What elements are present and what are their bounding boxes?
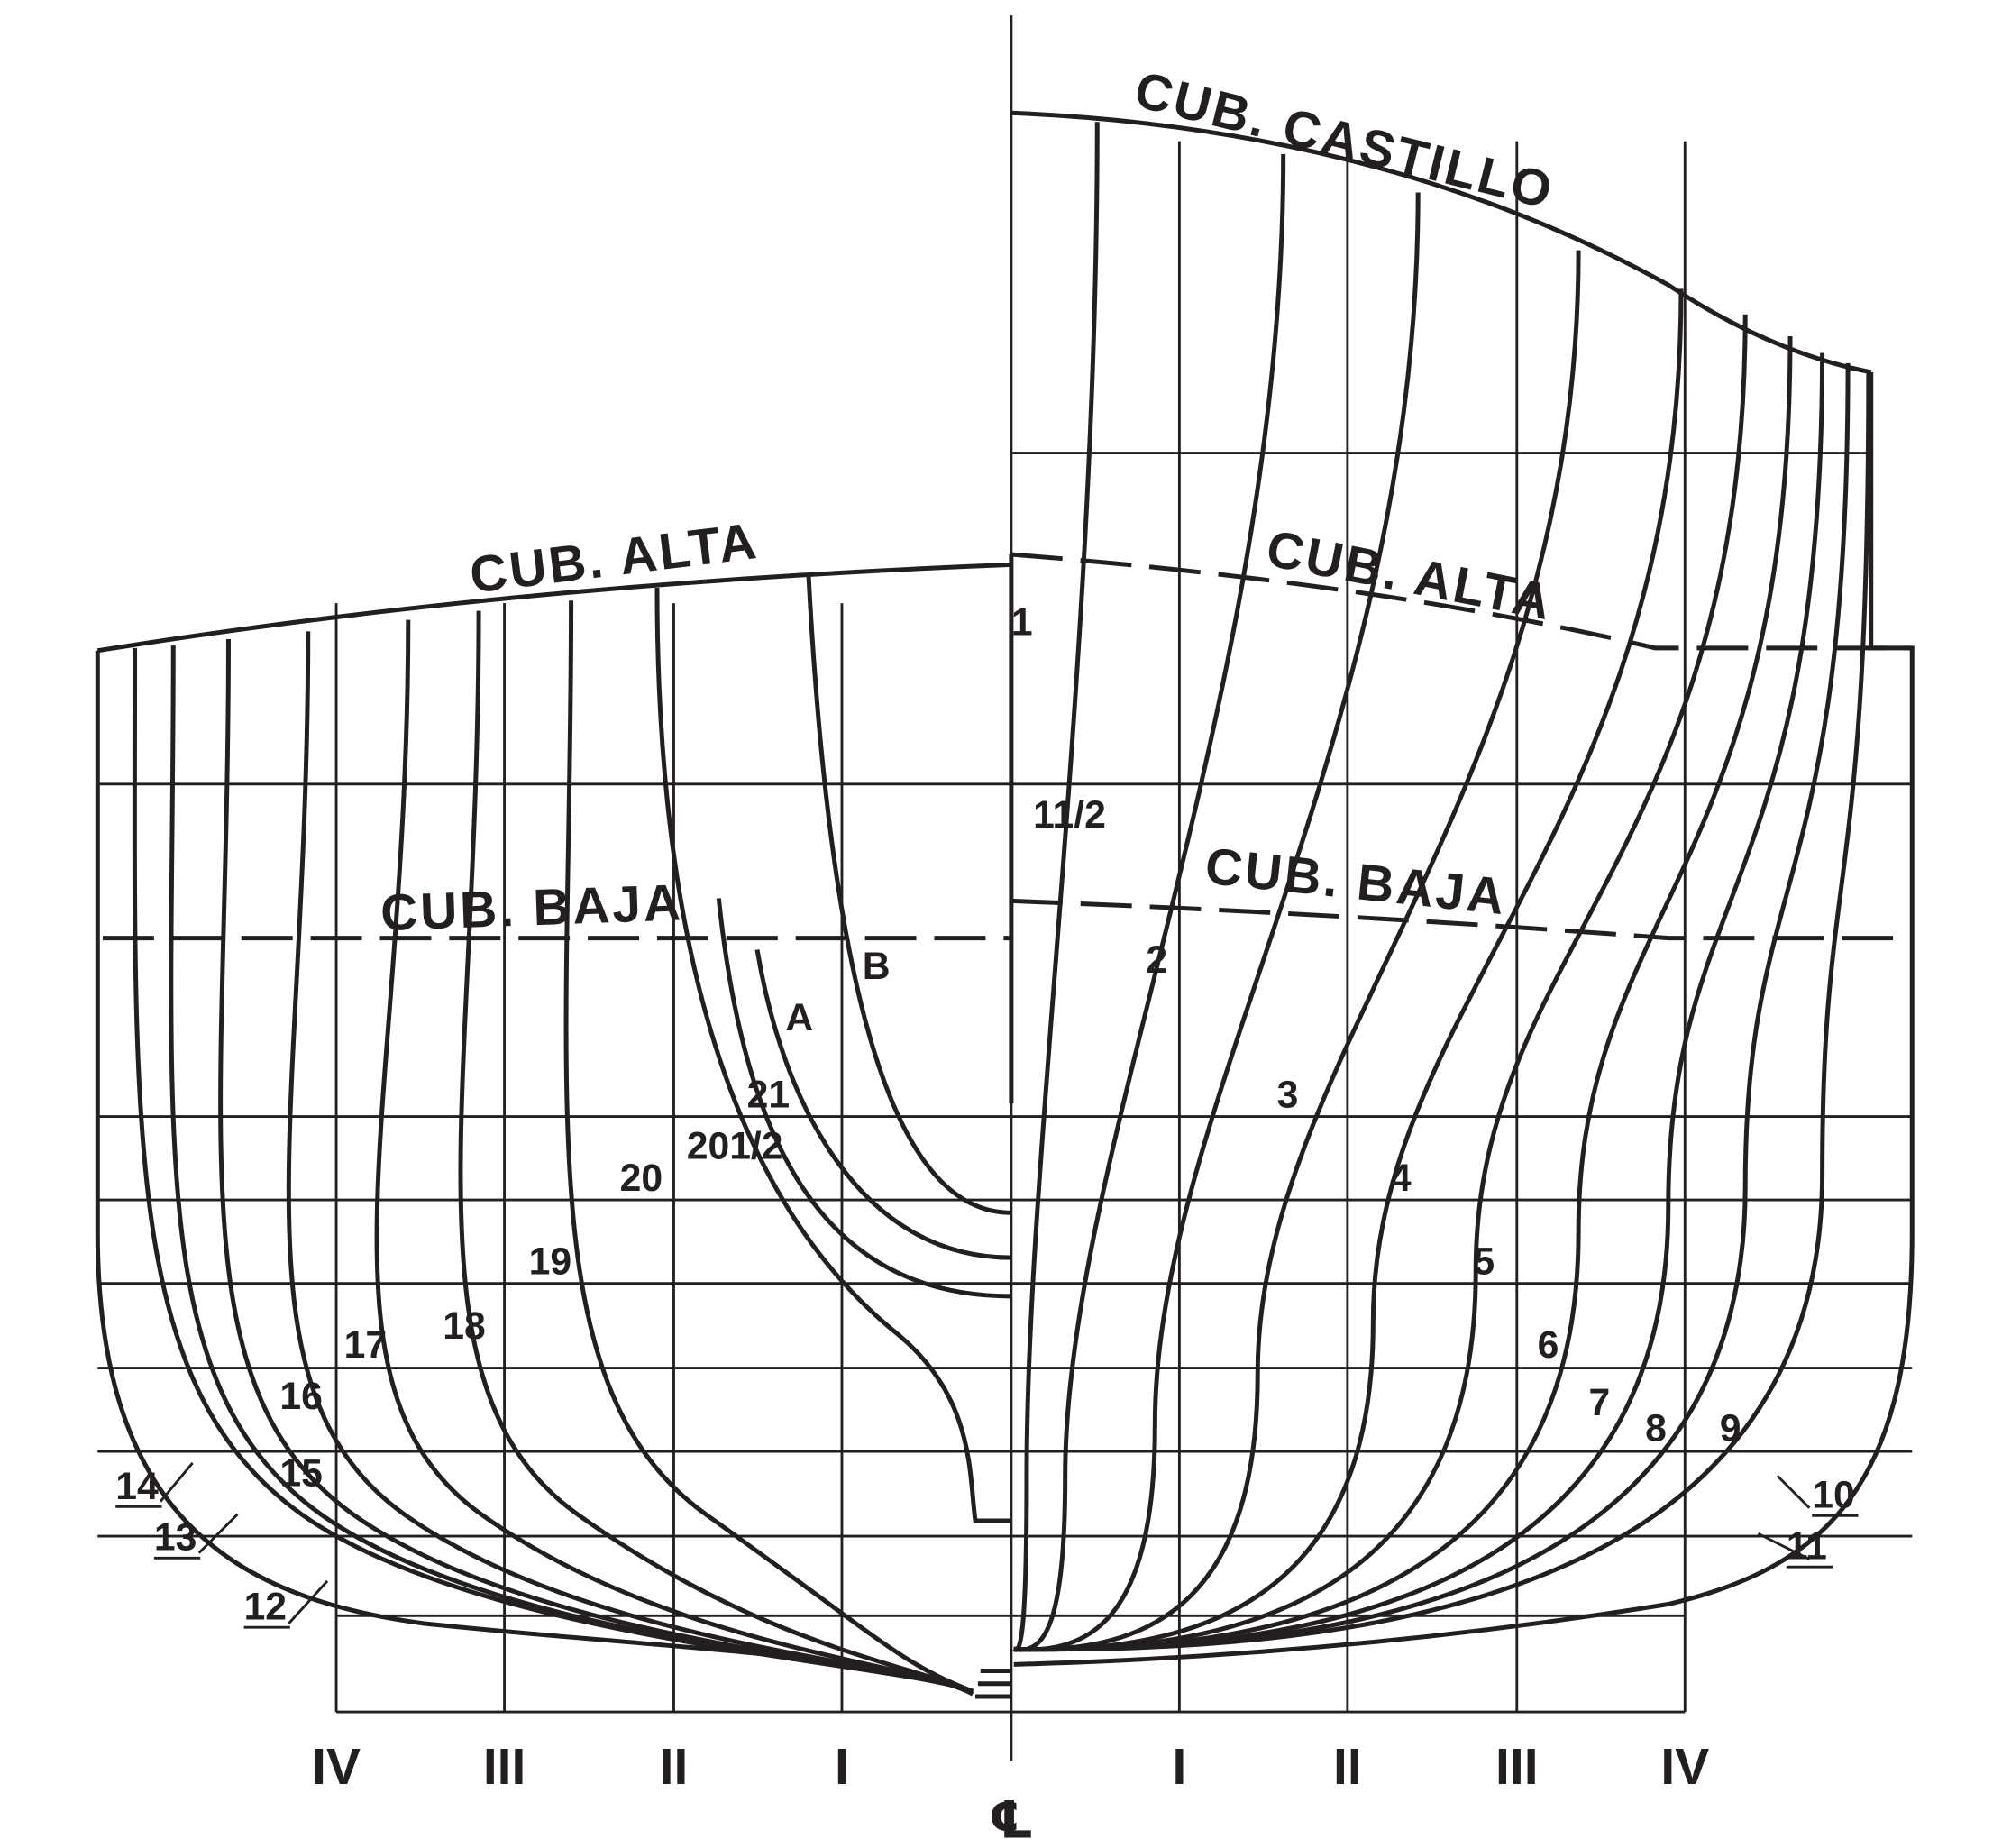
- station-label: B: [863, 945, 891, 988]
- station-label: 12: [244, 1586, 287, 1629]
- buttock-label: I: [1172, 1738, 1186, 1796]
- station-label: 4: [1390, 1157, 1412, 1200]
- deck-label: CUB. ALTA: [1262, 519, 1558, 631]
- station-curve: [1013, 153, 1286, 1652]
- station-curve: [218, 638, 974, 1694]
- station-label: 11: [1787, 1525, 1827, 1569]
- station-label: 15: [279, 1452, 322, 1496]
- station-label: 2: [1146, 938, 1167, 982]
- station-curve: [1013, 250, 1581, 1652]
- centerline-label: ℄: [988, 1791, 1034, 1848]
- station-curve: [286, 631, 974, 1694]
- station-curve: [1012, 122, 1100, 1652]
- deck-label: CUB. CASTILLO: [1129, 60, 1560, 220]
- station-label: 5: [1473, 1240, 1495, 1284]
- leader-lines: [159, 1462, 1811, 1624]
- station-label: 9: [1720, 1407, 1741, 1450]
- station-label: 16: [279, 1375, 322, 1418]
- station-label: 18: [443, 1304, 485, 1348]
- station-curve: [1013, 314, 1748, 1652]
- station-curve: [1013, 362, 1851, 1652]
- station-curve: [1013, 288, 1684, 1652]
- hull-right: [1013, 371, 1915, 1667]
- station-curve: [1013, 192, 1421, 1652]
- station-label: 3: [1277, 1074, 1299, 1117]
- station-curve: [374, 619, 974, 1694]
- deck-baja-right: [1010, 898, 1913, 941]
- buttock-label: I: [835, 1738, 849, 1796]
- station-curve: [1013, 371, 1871, 1652]
- station-curve: [169, 645, 974, 1694]
- deck-castillo: [1010, 110, 1872, 375]
- buttock-label: IV: [312, 1738, 361, 1796]
- station-label: 7: [1589, 1381, 1611, 1424]
- buttock-label: IV: [1660, 1738, 1709, 1796]
- buttock-label: II: [660, 1738, 689, 1796]
- buttock-label: III: [483, 1738, 526, 1796]
- keel: [975, 1669, 1011, 1699]
- station-label: 13: [154, 1516, 197, 1560]
- drawing-lines: [95, 15, 1915, 1761]
- station-label: 6: [1538, 1323, 1559, 1367]
- station-label: 11/2: [1033, 793, 1106, 837]
- station-curve: [806, 574, 1011, 1215]
- station-curve: [563, 600, 974, 1694]
- station-curve: [654, 588, 1011, 1523]
- station-label: 19: [529, 1240, 571, 1284]
- station-curve: [754, 949, 1011, 1260]
- station-label: 21: [747, 1074, 790, 1117]
- deck-alta-left: [96, 562, 1011, 654]
- buttock-label: II: [1333, 1738, 1362, 1796]
- station-label: 10: [1812, 1474, 1854, 1517]
- station-label: 17: [344, 1323, 387, 1367]
- station-label: 8: [1645, 1407, 1667, 1450]
- station-label: 201/2: [687, 1125, 783, 1168]
- station-label: 1: [1011, 601, 1033, 645]
- station-curve: [716, 898, 1011, 1299]
- buttock-label: III: [1495, 1738, 1538, 1796]
- station-label: 14: [115, 1465, 159, 1508]
- station-curve: [1013, 352, 1825, 1652]
- station-curve: [1013, 335, 1793, 1652]
- station-label: 20: [620, 1157, 663, 1200]
- deck-label: CUB. BAJA: [379, 874, 684, 942]
- station-curve: [458, 610, 974, 1694]
- station-label: A: [785, 996, 813, 1039]
